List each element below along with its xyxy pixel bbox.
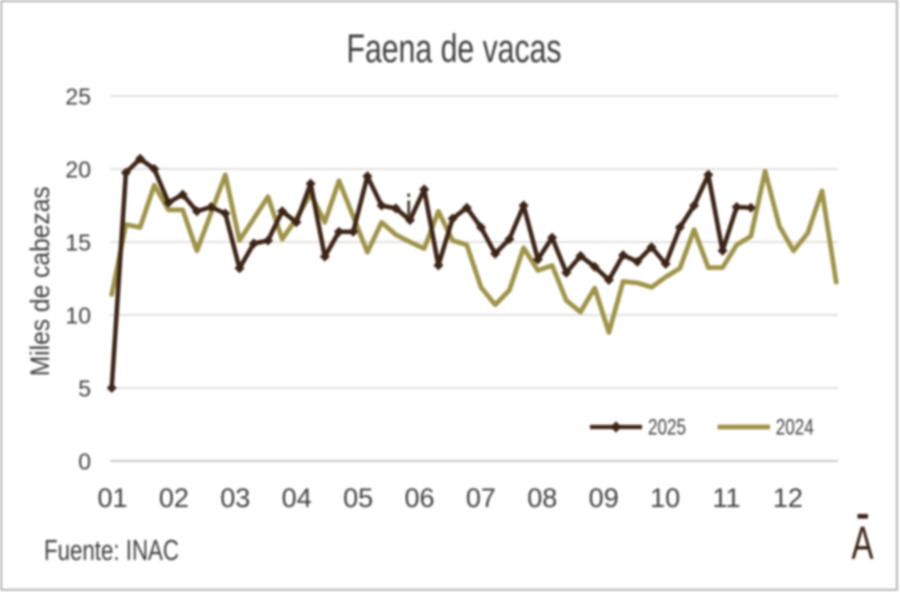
svg-text:2024: 2024 (776, 414, 814, 439)
svg-text:03: 03 (220, 483, 250, 513)
svg-text:5: 5 (78, 375, 91, 401)
svg-text:10: 10 (650, 483, 680, 513)
svg-text:02: 02 (159, 483, 189, 513)
svg-text:Fuente: INAC: Fuente: INAC (44, 535, 179, 567)
svg-text:25: 25 (65, 83, 91, 109)
svg-text:10: 10 (65, 302, 91, 328)
svg-text:05: 05 (343, 483, 373, 513)
svg-text:11: 11 (712, 483, 740, 513)
svg-text:07: 07 (466, 483, 496, 513)
svg-text:Faena de vacas: Faena de vacas (347, 27, 562, 71)
svg-text:06: 06 (404, 483, 434, 513)
svg-text:20: 20 (65, 156, 91, 182)
svg-text:2025: 2025 (648, 414, 686, 439)
svg-text:12: 12 (773, 483, 803, 513)
svg-text:01: 01 (97, 483, 127, 513)
svg-text:0: 0 (78, 448, 91, 474)
svg-text:Miles de cabezas: Miles de cabezas (25, 186, 55, 376)
svg-text:15: 15 (65, 229, 91, 255)
svg-text:09: 09 (589, 483, 619, 513)
svg-text:04: 04 (282, 483, 312, 513)
svg-text:08: 08 (527, 483, 557, 513)
svg-text:A: A (852, 517, 874, 569)
